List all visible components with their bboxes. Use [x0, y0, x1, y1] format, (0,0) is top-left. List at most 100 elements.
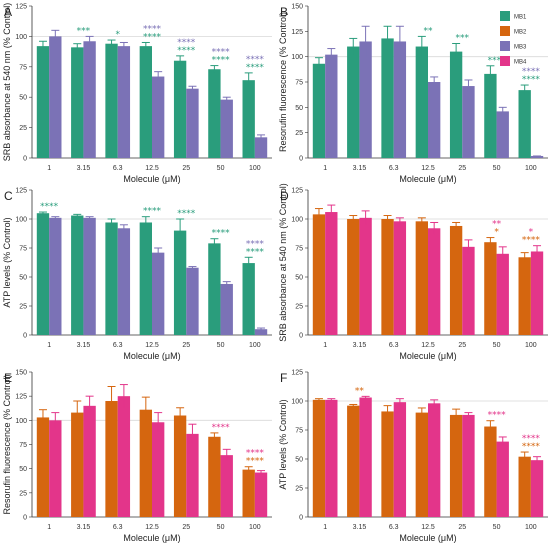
bar [242, 469, 255, 517]
x-axis-label: Molecule (μM) [399, 351, 456, 361]
y-tick-label: 25 [295, 130, 303, 137]
x-tick-label: 6.3 [113, 165, 123, 172]
bar [359, 397, 372, 517]
y-tick-label: 125 [291, 29, 303, 36]
legend: MB1 MB2 MB3 MB4 [500, 11, 527, 66]
bar [518, 456, 531, 517]
bar [312, 214, 326, 335]
y-tick-label: 25 [295, 486, 303, 493]
significance-stars: **** [212, 229, 231, 239]
bar [381, 38, 394, 158]
bar [428, 228, 441, 335]
bar [139, 222, 152, 335]
x-axis-label: Molecule (μM) [399, 533, 456, 543]
bar [208, 69, 221, 158]
bar [220, 99, 233, 158]
legend-label: MB1 [514, 15, 527, 21]
bar [105, 43, 118, 158]
y-tick-label: 125 [15, 188, 27, 195]
y-tick-label: 25 [295, 304, 303, 311]
x-tick-label: 25 [182, 524, 190, 531]
bar [105, 401, 118, 517]
bar [152, 252, 165, 335]
y-tick-label: 150 [291, 4, 303, 11]
bar [186, 433, 199, 517]
y-tick-label: 125 [291, 188, 303, 195]
bar [484, 426, 497, 517]
x-tick-label: 50 [217, 524, 225, 531]
bar [428, 82, 441, 158]
significance-stars: **** [212, 48, 231, 58]
legend-swatch [500, 11, 510, 21]
significance-stars: **** [143, 207, 162, 217]
y-tick-label: 75 [295, 80, 303, 87]
panel-letter: E [4, 371, 12, 385]
x-tick-label: 100 [249, 342, 261, 349]
y-tick-label: 50 [295, 105, 303, 112]
bar [484, 73, 497, 158]
y-tick-label: 125 [15, 4, 27, 11]
bar [83, 41, 96, 158]
y-axis-label: Resorufin fluorescence (% Control) [2, 374, 12, 514]
bar [496, 111, 509, 158]
bar [71, 47, 84, 158]
x-tick-label: 6.3 [389, 524, 399, 531]
significance-stars: * [115, 30, 120, 40]
bar [254, 137, 268, 158]
x-tick-label: 1 [323, 165, 327, 172]
legend-swatch [500, 26, 510, 36]
x-axis-label: Molecule (μM) [123, 351, 180, 361]
bar [415, 412, 428, 517]
bar [462, 246, 475, 335]
x-tick-label: 12.5 [145, 342, 159, 349]
y-tick-label: 0 [23, 333, 27, 340]
bar [393, 402, 407, 517]
bar [139, 46, 152, 158]
significance-stars: **** [143, 24, 162, 34]
y-tick-label: 0 [299, 515, 303, 522]
bar [359, 41, 372, 158]
x-tick-label: 6.3 [389, 165, 399, 172]
x-tick-label: 3.15 [77, 524, 91, 531]
x-tick-label: 100 [525, 524, 537, 531]
bar [173, 230, 187, 335]
x-tick-label: 3.15 [353, 342, 367, 349]
significance-stars: **** [177, 46, 196, 56]
x-tick-label: 25 [458, 524, 466, 531]
x-tick-label: 100 [525, 165, 537, 172]
significance-stars: **** [212, 56, 231, 66]
bar [484, 242, 497, 335]
y-tick-label: 75 [19, 442, 27, 449]
bar [381, 411, 394, 517]
panel-letter: D [280, 189, 289, 203]
panel-letter: C [4, 189, 13, 203]
bar [186, 88, 199, 158]
significance-stars: **** [246, 63, 265, 73]
panel-letter: A [4, 5, 12, 19]
bar [208, 243, 221, 335]
significance-stars: **** [177, 209, 196, 219]
x-tick-label: 1 [323, 524, 327, 531]
bar [220, 455, 233, 517]
significance-stars: **** [246, 247, 265, 257]
significance-stars: **** [522, 434, 541, 444]
panel-letter: B [280, 5, 288, 19]
bar [325, 399, 338, 517]
bar [312, 399, 326, 517]
x-tick-label: 12.5 [421, 342, 435, 349]
y-tick-label: 100 [15, 34, 27, 41]
y-tick-label: 75 [295, 246, 303, 253]
significance-stars: **** [522, 67, 541, 77]
y-tick-label: 100 [291, 399, 303, 406]
bar [117, 46, 131, 158]
y-tick-label: 0 [23, 515, 27, 522]
x-tick-label: 12.5 [145, 165, 159, 172]
y-tick-label: 75 [19, 64, 27, 71]
bar [530, 155, 544, 158]
x-tick-label: 25 [458, 165, 466, 172]
